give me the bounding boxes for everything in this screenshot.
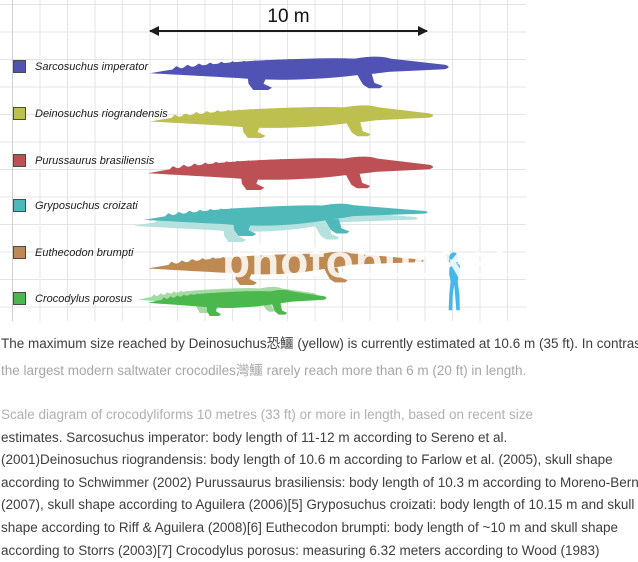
description-line: Scale diagram of crocodyliforms 10 metre…: [1, 407, 533, 422]
legend-item-purussaurus: Purussaurus brasiliensis: [13, 154, 154, 167]
scale-bar-label: 10 m: [267, 6, 310, 27]
scale-diagram: 10 m Sarcosuchus imperator Deinosuchus r…: [0, 0, 526, 321]
legend-item-crocodylus: Crocodylus porosus: [13, 292, 132, 305]
legend-swatch: [13, 107, 26, 120]
croc-silhouette-euthecodon: [147, 251, 424, 285]
description-line: according to Storrs (2003)[7] Crocodylus…: [1, 542, 600, 558]
description-line: estimates. Sarcosuchus imperator: body l…: [1, 429, 508, 445]
legend-swatch: [13, 154, 26, 167]
caption-paragraph: The maximum size reached by Deinosuchus恐…: [0, 330, 638, 384]
text-block: The maximum size reached by Deinosuchus恐…: [0, 330, 638, 562]
croc-silhouette-gryposuchus: [143, 203, 428, 236]
legend-swatch: [13, 292, 26, 305]
legend-item-euthecodon: Euthecodon brumpti: [13, 246, 133, 259]
legend-item-gryposuchus: Gryposuchus croizati: [13, 199, 138, 212]
scale-bar-arrow: [149, 26, 428, 36]
croc-silhouette-crocodylus: [148, 289, 327, 316]
legend-label: Purussaurus brasiliensis: [35, 154, 155, 167]
description-paragraph: Scale diagram of crocodyliforms 10 metre…: [0, 404, 638, 562]
croc-silhouette-purussaurus: [147, 156, 434, 190]
legend-label: Deinosuchus riograndensis: [35, 107, 168, 120]
grid-left-line: [12, 0, 13, 321]
description-line: (2007), skull shape according to Aguiler…: [1, 497, 635, 513]
legend-swatch: [13, 246, 26, 259]
caption-line: The maximum size reached by Deinosuchus恐…: [1, 336, 638, 351]
croc-silhouette-sarcosuchus: [149, 56, 449, 90]
legend-swatch: [13, 199, 26, 212]
legend-label: Gryposuchus croizati: [35, 199, 138, 212]
caption-line: the largest modern saltwater crocodiles灣…: [1, 363, 527, 378]
description-line: according to Schwimmer (2002) Purussauru…: [1, 474, 638, 490]
legend-label: Crocodylus porosus: [35, 292, 133, 305]
legend-swatch: [13, 60, 26, 73]
croc-silhouette-deinosuchus: [149, 105, 434, 138]
legend-item-deinosuchus: Deinosuchus riograndensis: [13, 107, 168, 120]
human-silhouette: [446, 252, 460, 311]
legend-item-sarcosuchus: Sarcosuchus imperator: [13, 60, 148, 73]
legend-label: Euthecodon brumpti: [35, 246, 134, 259]
legend-label: Sarcosuchus imperator: [35, 60, 149, 73]
description-line: shape according to Riff & Aguilera (2008…: [1, 519, 619, 535]
description-line: (2001)Deinosuchus riograndensis: body le…: [1, 452, 613, 468]
